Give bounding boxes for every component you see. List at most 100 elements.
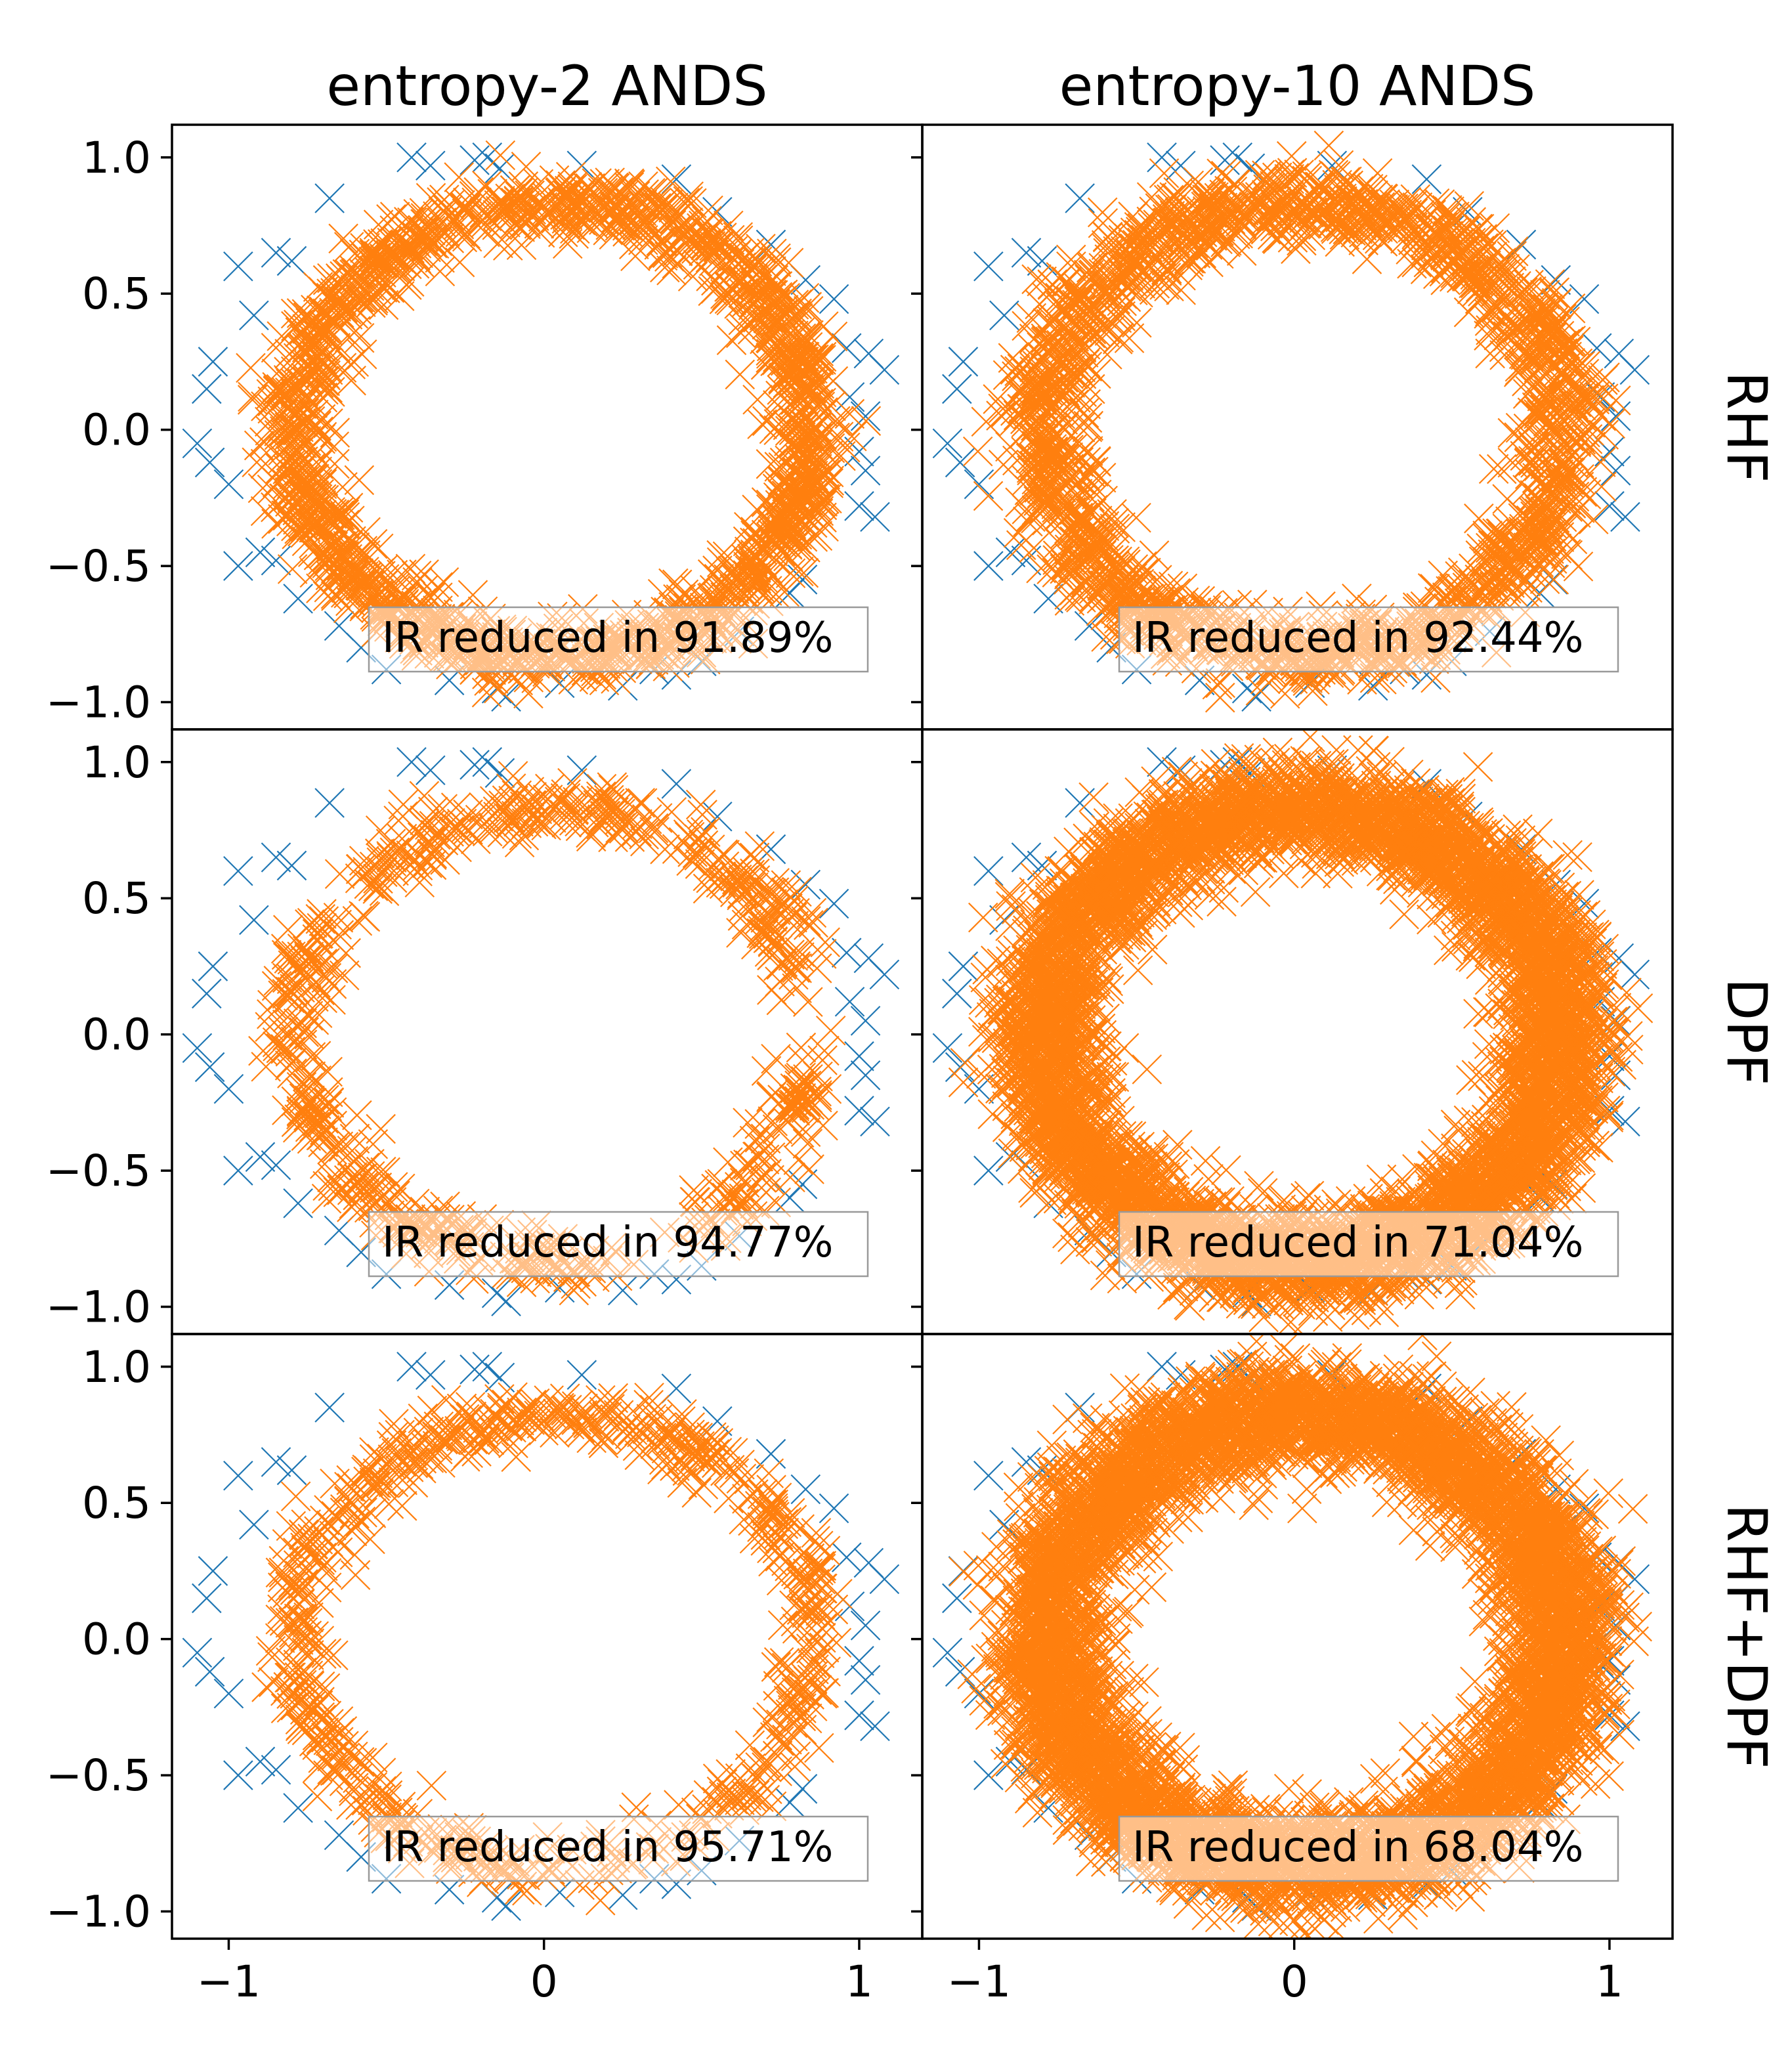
filtered-point xyxy=(434,817,464,847)
filtered-point xyxy=(1539,414,1570,445)
filtered-point xyxy=(761,1043,791,1074)
filtered-point xyxy=(336,365,366,396)
filtered-point xyxy=(377,1172,408,1202)
filtered-point xyxy=(288,511,318,542)
y-tick-label: 0.0 xyxy=(82,1010,151,1060)
filtered-point xyxy=(1087,197,1118,228)
filtered-point xyxy=(1452,565,1482,595)
filtered-point xyxy=(598,822,628,853)
original-point xyxy=(948,347,979,377)
filtered-point xyxy=(817,321,848,352)
original-point xyxy=(844,1041,874,1071)
filtered-point xyxy=(1518,553,1549,583)
filtered-point xyxy=(1587,471,1617,502)
annotation-box xyxy=(368,606,869,673)
original-point xyxy=(702,801,733,832)
filtered-point xyxy=(377,842,407,873)
filtered-point xyxy=(589,169,620,199)
annotation-box xyxy=(1118,606,1619,673)
filtered-point xyxy=(1021,468,1052,499)
filtered-point xyxy=(313,408,343,439)
filtered-point xyxy=(1397,198,1428,228)
filtered-point xyxy=(1149,270,1180,300)
filtered-point xyxy=(270,1034,301,1064)
filtered-point xyxy=(236,353,266,383)
filtered-point xyxy=(335,586,366,616)
filtered-point xyxy=(319,297,349,328)
original-point xyxy=(213,469,244,500)
filtered-point xyxy=(326,540,356,570)
filtered-point xyxy=(1082,506,1113,536)
filtered-point xyxy=(1057,516,1088,547)
filtered-point xyxy=(319,431,350,462)
original-point xyxy=(416,755,446,786)
filtered-point xyxy=(337,1192,367,1222)
filtered-point xyxy=(992,360,1023,391)
filtered-point xyxy=(791,375,822,406)
filtered-point xyxy=(605,798,635,829)
filtered-point xyxy=(365,815,396,846)
filtered-point xyxy=(1149,158,1180,188)
filtered-point xyxy=(1205,668,1236,699)
filtered-point xyxy=(463,177,494,207)
original-point xyxy=(472,747,503,777)
filtered-point xyxy=(1564,471,1594,502)
filtered-point xyxy=(1091,230,1122,260)
filtered-point xyxy=(756,511,786,542)
filtered-point xyxy=(730,270,761,301)
filtered-point xyxy=(250,448,281,479)
filtered-point xyxy=(757,527,788,557)
panel-2-2: IR reduced in 71.04% xyxy=(911,728,1674,1335)
original-point xyxy=(973,251,1004,282)
filtered-point xyxy=(469,808,500,839)
original-point xyxy=(192,374,222,404)
filtered-point xyxy=(1285,191,1315,222)
filtered-point xyxy=(1208,208,1239,238)
filtered-point xyxy=(314,544,345,575)
filtered-point xyxy=(340,274,371,305)
filtered-point xyxy=(791,906,821,936)
filtered-point xyxy=(648,238,679,269)
original-point xyxy=(1619,355,1650,385)
filtered-point xyxy=(1541,533,1572,564)
original-point xyxy=(964,469,994,500)
filtered-point xyxy=(1099,561,1130,592)
filtered-point xyxy=(1478,564,1508,594)
filtered-point xyxy=(851,406,882,436)
filtered-point xyxy=(297,907,328,938)
filtered-point xyxy=(685,849,715,879)
filtered-point xyxy=(415,827,445,857)
filtered-point xyxy=(696,863,726,894)
original-point xyxy=(942,978,972,1009)
original-point xyxy=(1011,842,1042,872)
filtered-point xyxy=(644,230,675,260)
filtered-point xyxy=(1157,184,1187,215)
filtered-point xyxy=(1430,239,1461,269)
filtered-point xyxy=(733,1108,763,1138)
filtered-point xyxy=(251,1052,281,1082)
filtered-point xyxy=(1090,317,1120,348)
filtered-point xyxy=(601,202,631,233)
filtered-point xyxy=(408,575,438,605)
filtered-point xyxy=(1310,195,1341,225)
filtered-point xyxy=(1004,356,1035,387)
filtered-point xyxy=(973,481,1004,511)
filtered-point xyxy=(812,483,842,514)
filtered-point xyxy=(1545,435,1575,465)
filtered-point xyxy=(685,789,716,820)
filtered-point xyxy=(757,889,787,919)
filtered-point xyxy=(673,181,704,211)
filtered-point xyxy=(1033,433,1063,463)
filtered-point xyxy=(1497,311,1527,341)
filtered-point xyxy=(410,203,441,233)
filtered-point xyxy=(1505,412,1536,443)
filtered-point xyxy=(1126,575,1156,606)
filtered-point xyxy=(1203,224,1233,255)
filtered-point xyxy=(1231,202,1262,232)
filtered-point xyxy=(1465,284,1496,315)
filtered-point xyxy=(402,221,432,252)
filtered-point xyxy=(784,1117,815,1148)
y-tick-label: −1.0 xyxy=(46,678,151,728)
filtered-point xyxy=(314,553,345,584)
filtered-point xyxy=(511,152,542,182)
